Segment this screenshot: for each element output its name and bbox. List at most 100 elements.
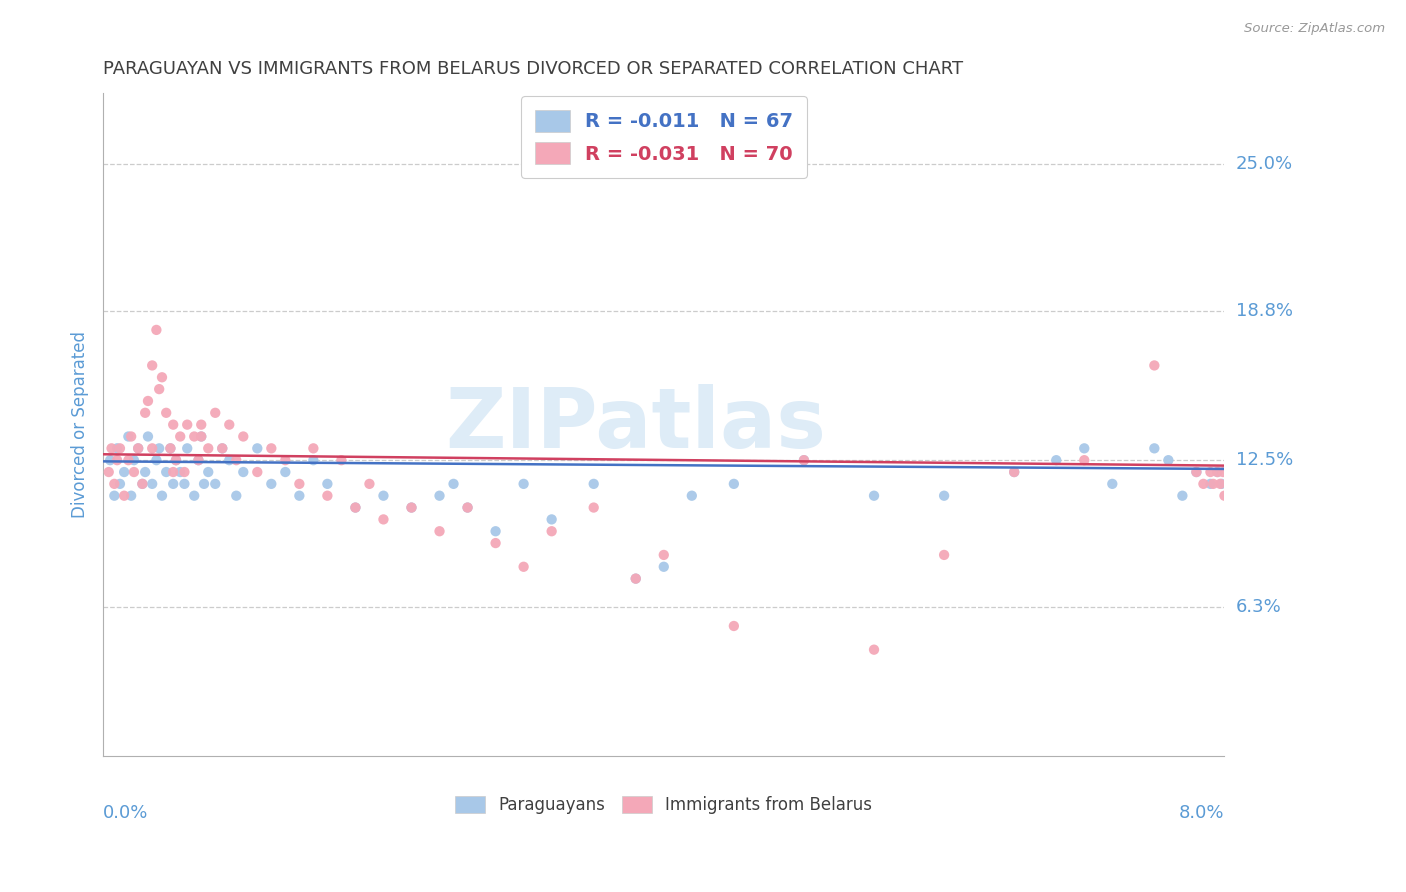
Point [103, 489, 125, 503]
Point [165, 453, 187, 467]
Point [162, 417, 184, 432]
Point [512, 476, 534, 491]
Point [134, 406, 156, 420]
Point [225, 453, 247, 467]
Point [112, 489, 135, 503]
Point [429, 524, 451, 539]
Point [122, 453, 145, 467]
Point [112, 465, 135, 479]
Point [120, 489, 142, 503]
Point [232, 429, 254, 443]
Point [97, 465, 120, 479]
Point [103, 476, 125, 491]
Point [429, 489, 451, 503]
Point [108, 476, 131, 491]
Point [148, 442, 170, 456]
Point [1199, 476, 1222, 491]
Point [187, 453, 209, 467]
Point [316, 489, 339, 503]
Point [344, 500, 367, 515]
Point [150, 370, 173, 384]
Point [218, 453, 240, 467]
Point [288, 476, 311, 491]
Point [232, 465, 254, 479]
Point [723, 619, 745, 633]
Point [134, 465, 156, 479]
Point [218, 417, 240, 432]
Point [98, 453, 121, 467]
Text: 12.5%: 12.5% [1236, 451, 1294, 469]
Point [582, 500, 605, 515]
Point [681, 489, 703, 503]
Point [159, 442, 181, 456]
Point [540, 512, 562, 526]
Point [120, 429, 142, 443]
Point [1143, 359, 1166, 373]
Point [793, 453, 815, 467]
Point [190, 417, 212, 432]
Point [127, 442, 149, 456]
Point [183, 429, 205, 443]
Point [141, 442, 163, 456]
Point [1209, 476, 1232, 491]
Point [932, 548, 955, 562]
Point [624, 572, 647, 586]
Point [155, 406, 177, 420]
Point [652, 559, 675, 574]
Point [136, 429, 159, 443]
Point [1192, 476, 1215, 491]
Point [173, 476, 195, 491]
Point [1212, 465, 1234, 479]
Point [100, 442, 122, 456]
Point [246, 465, 269, 479]
Point [165, 453, 187, 467]
Point [193, 476, 215, 491]
Text: 8.0%: 8.0% [1180, 804, 1225, 822]
Point [1101, 476, 1123, 491]
Point [359, 476, 381, 491]
Point [173, 465, 195, 479]
Point [169, 429, 191, 443]
Text: 0.0%: 0.0% [103, 804, 149, 822]
Y-axis label: Divorced or Separated: Divorced or Separated [72, 331, 89, 518]
Point [330, 453, 353, 467]
Point [1143, 442, 1166, 456]
Point [141, 476, 163, 491]
Point [155, 465, 177, 479]
Point [302, 453, 325, 467]
Point [148, 382, 170, 396]
Point [401, 500, 423, 515]
Point [145, 323, 167, 337]
Point [225, 489, 247, 503]
Point [723, 476, 745, 491]
Point [131, 476, 153, 491]
Point [190, 429, 212, 443]
Point [117, 429, 139, 443]
Point [105, 442, 128, 456]
Point [1206, 465, 1229, 479]
Point [863, 489, 886, 503]
Point [162, 465, 184, 479]
Text: 6.3%: 6.3% [1236, 598, 1281, 616]
Point [1171, 489, 1194, 503]
Point [793, 453, 815, 467]
Point [260, 476, 283, 491]
Point [211, 442, 233, 456]
Point [624, 572, 647, 586]
Point [105, 453, 128, 467]
Point [204, 476, 226, 491]
Point [274, 453, 297, 467]
Point [1185, 465, 1208, 479]
Point [159, 442, 181, 456]
Point [187, 453, 209, 467]
Point [260, 442, 283, 456]
Legend: Paraguayans, Immigrants from Belarus: Paraguayans, Immigrants from Belarus [449, 789, 879, 821]
Point [457, 500, 479, 515]
Point [197, 442, 219, 456]
Point [117, 453, 139, 467]
Point [582, 476, 605, 491]
Point [122, 465, 145, 479]
Point [344, 500, 367, 515]
Point [1002, 465, 1025, 479]
Point [1185, 465, 1208, 479]
